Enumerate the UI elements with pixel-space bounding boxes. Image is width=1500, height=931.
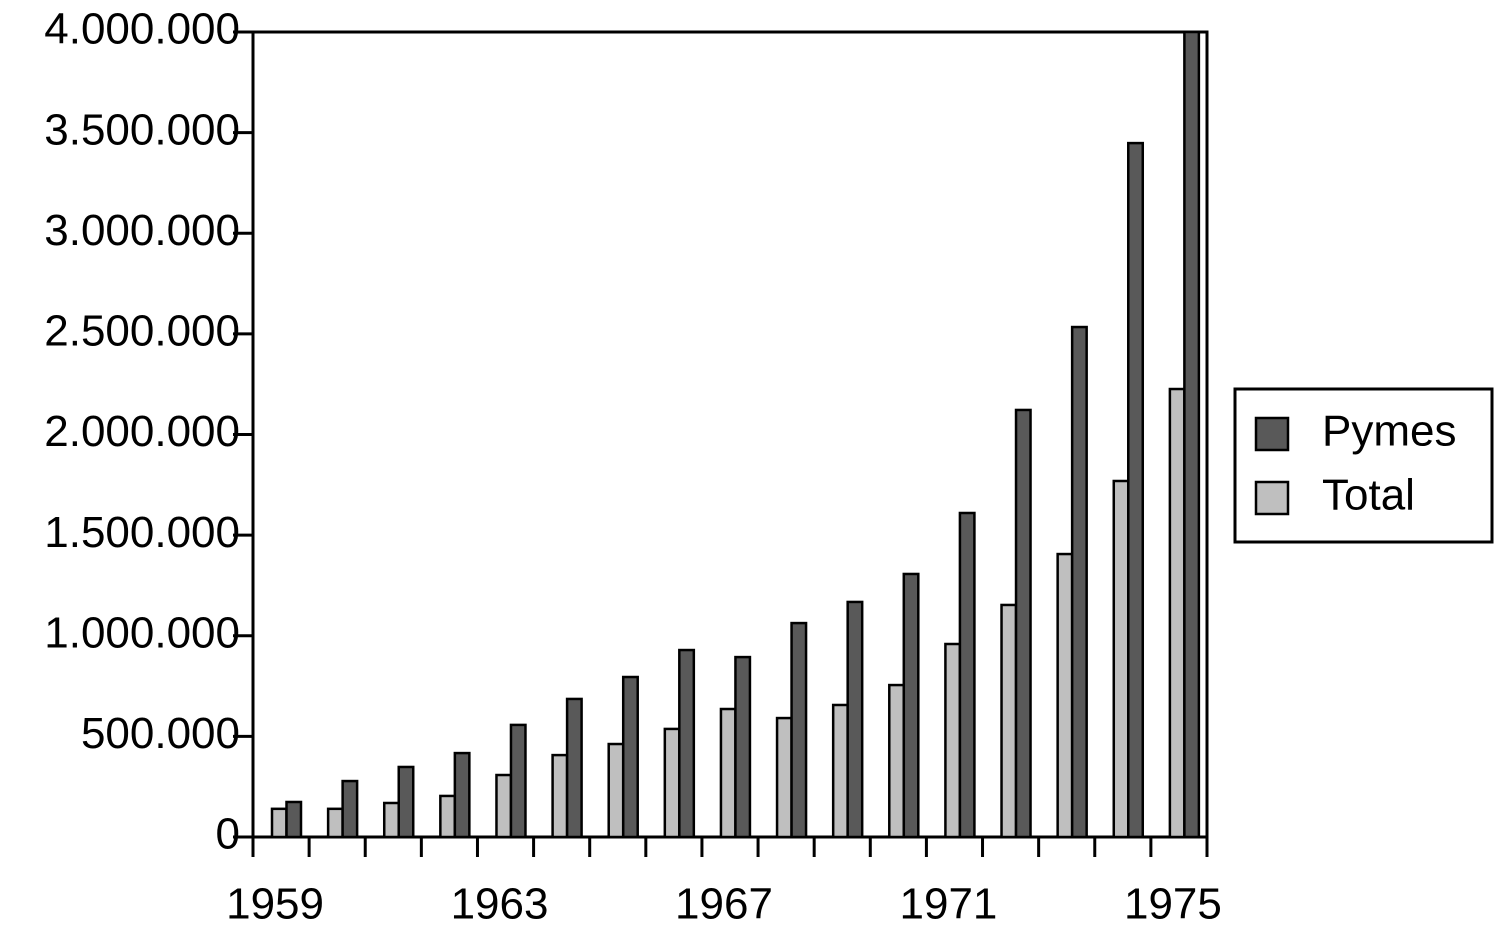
bar <box>495 773 513 839</box>
bar <box>607 742 625 839</box>
bar <box>888 683 906 839</box>
bar <box>551 753 569 839</box>
legend-swatch <box>1254 416 1290 452</box>
x-tick-label: 1959 <box>226 880 324 929</box>
bar <box>1014 408 1032 839</box>
x-tick-label: 1975 <box>1124 880 1222 929</box>
legend-box <box>1233 387 1494 544</box>
bar <box>270 807 288 839</box>
x-tick-label: 1963 <box>451 880 549 929</box>
bar <box>831 703 849 839</box>
bar <box>790 621 808 839</box>
bar <box>1183 30 1201 839</box>
bar <box>1168 387 1186 839</box>
bar <box>1127 141 1145 839</box>
y-tick-label: 4.000.000 <box>44 5 240 54</box>
x-tick-label: 1967 <box>675 880 773 929</box>
bar <box>1056 552 1074 839</box>
bar <box>958 511 976 839</box>
bar <box>326 807 344 839</box>
bar <box>1112 479 1130 839</box>
x-tick-label: 1971 <box>900 880 998 929</box>
bar <box>397 765 415 839</box>
bar <box>775 716 793 839</box>
bar <box>944 642 962 839</box>
y-tick-label: 500.000 <box>81 709 240 758</box>
y-tick-label: 3.500.000 <box>44 105 240 154</box>
bar <box>285 800 303 839</box>
bar <box>846 600 864 839</box>
bar <box>453 751 471 839</box>
y-tick-label: 3.000.000 <box>44 206 240 255</box>
bar <box>1000 603 1018 839</box>
y-tick-label: 0 <box>216 810 240 859</box>
y-tick-label: 2.500.000 <box>44 307 240 356</box>
bar <box>719 707 737 839</box>
y-tick-label: 2.000.000 <box>44 407 240 456</box>
y-tick-label: 1.500.000 <box>44 508 240 557</box>
bar <box>439 794 457 839</box>
y-tick-label: 1.000.000 <box>44 608 240 657</box>
bar <box>565 697 583 839</box>
bar <box>382 801 400 839</box>
bar <box>663 727 681 839</box>
legend-label: Total <box>1322 471 1415 520</box>
legend-label: Pymes <box>1322 407 1456 456</box>
bar <box>621 675 639 839</box>
bar <box>734 655 752 839</box>
bar <box>341 779 359 839</box>
bar <box>509 723 527 839</box>
legend-swatch <box>1254 480 1290 516</box>
bar <box>678 648 696 839</box>
bar <box>902 572 920 839</box>
bar <box>1070 325 1088 839</box>
